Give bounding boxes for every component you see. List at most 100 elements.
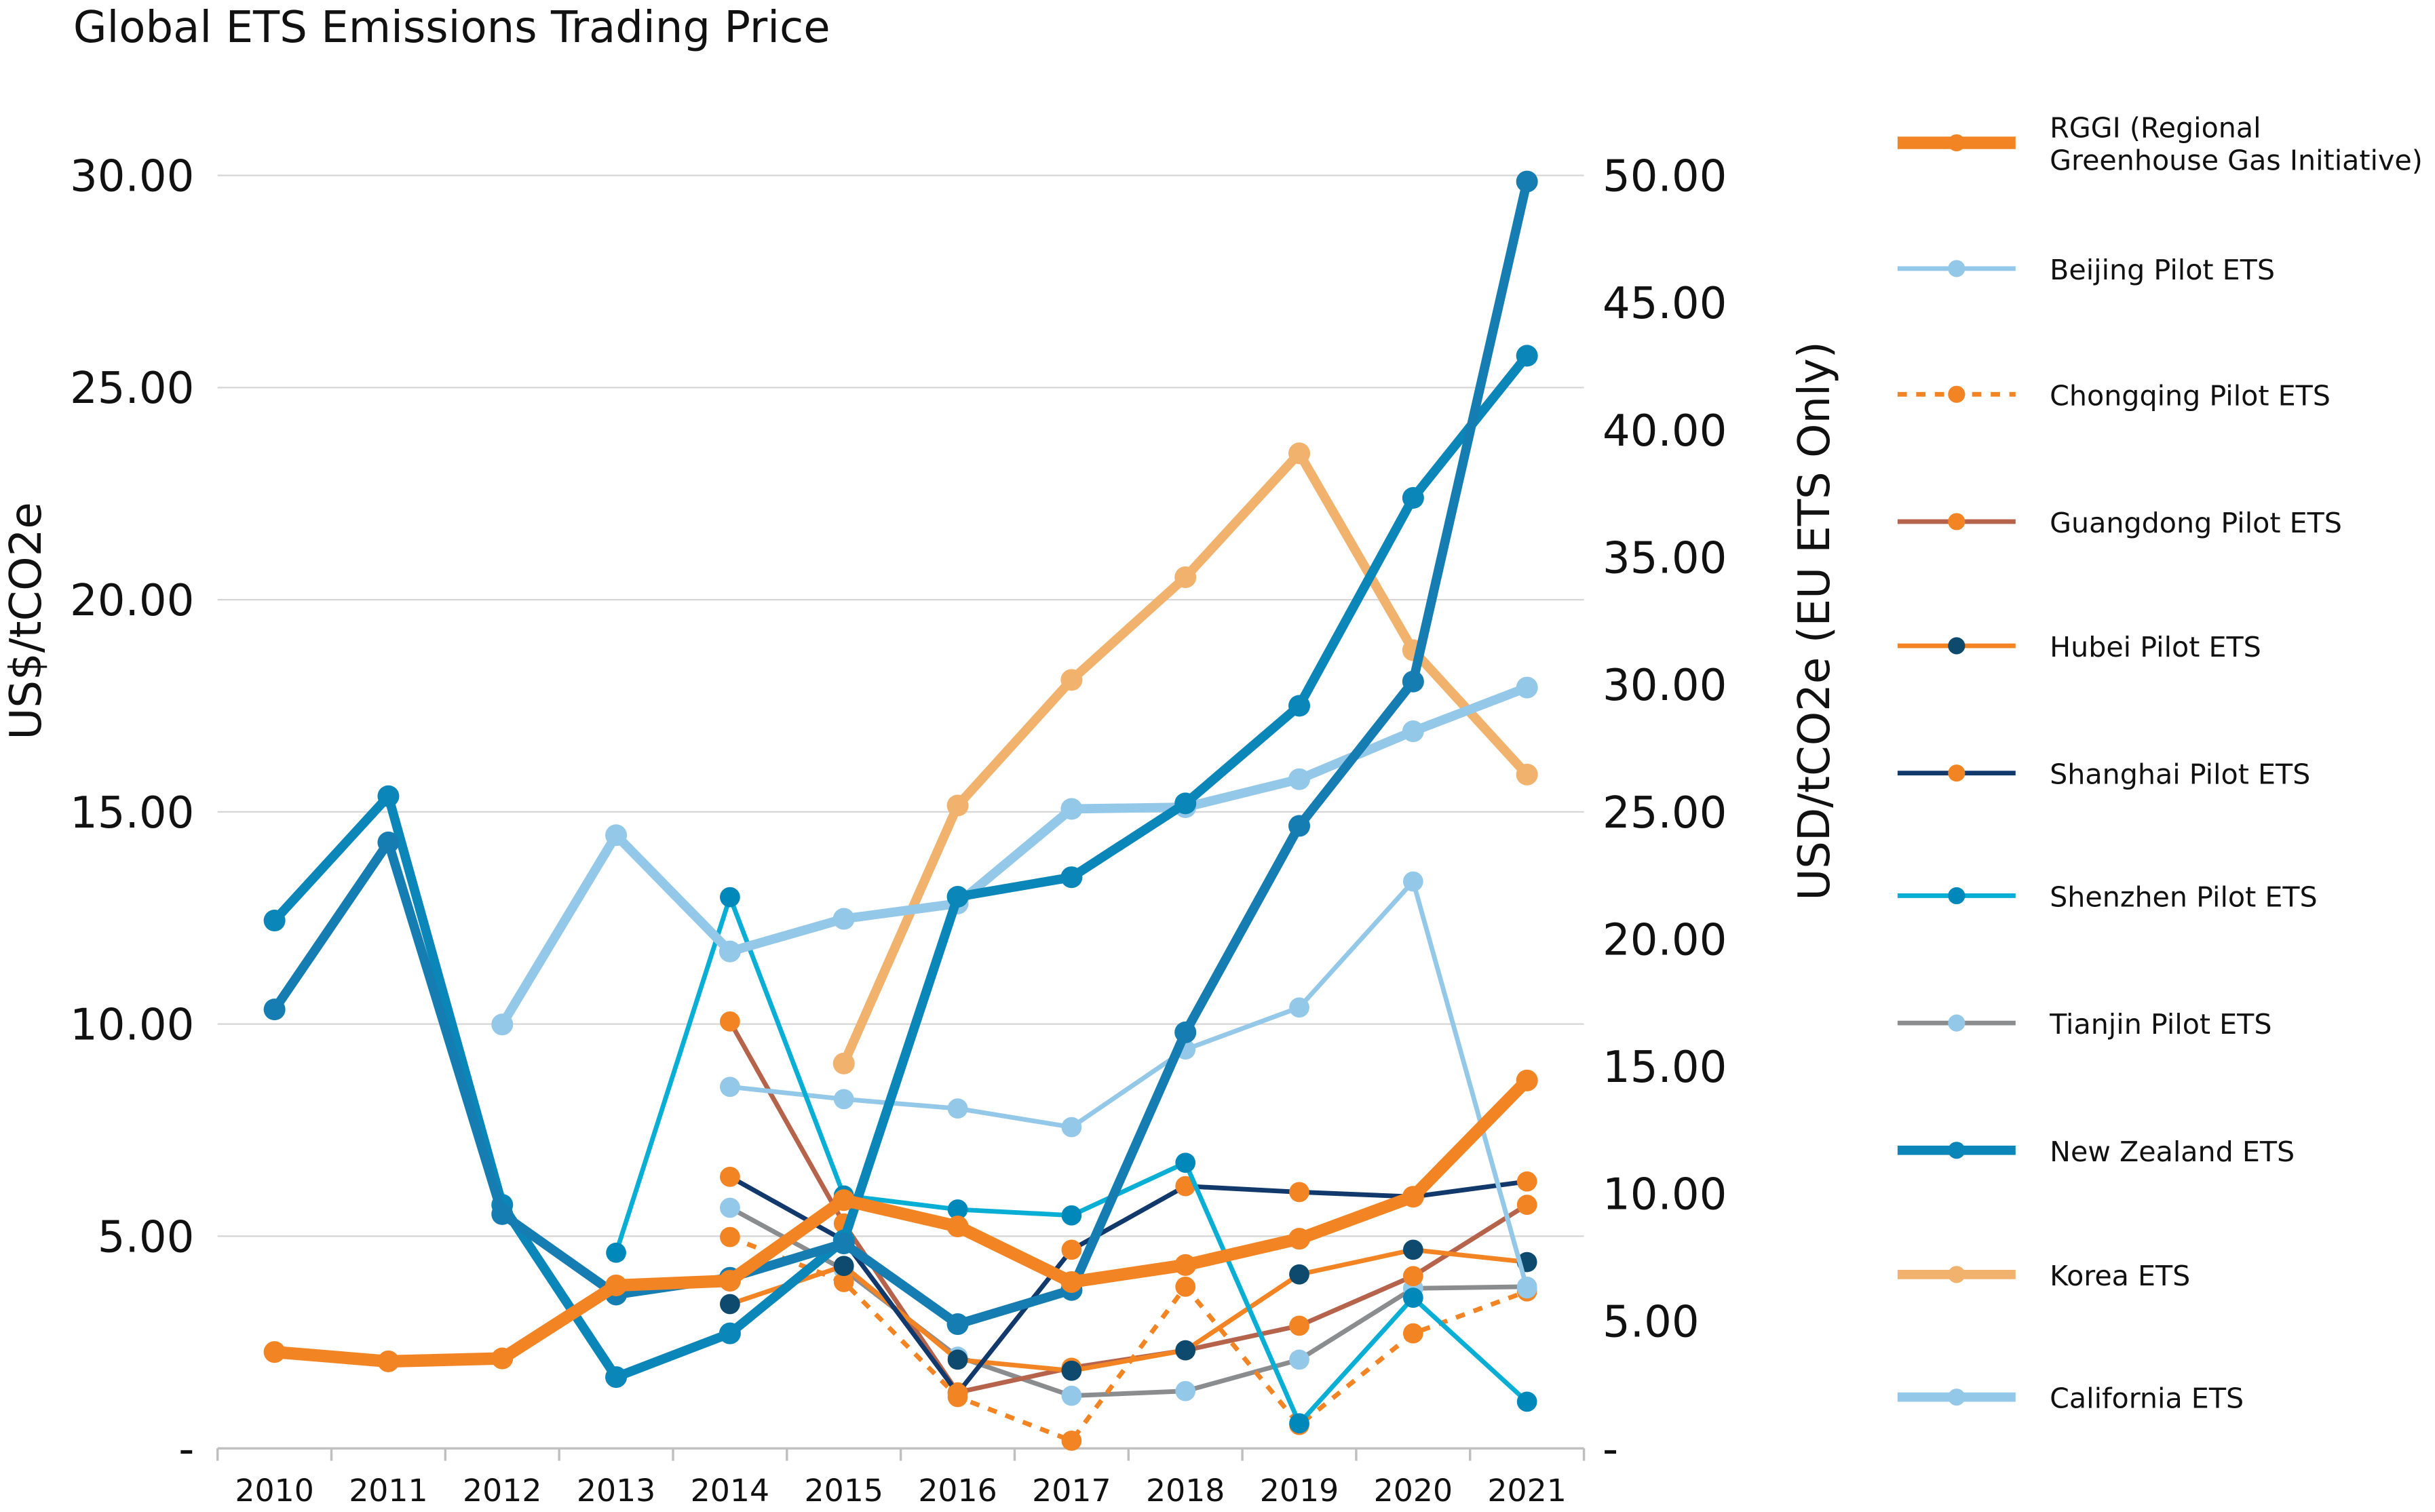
legend-item: Chongqing Pilot ETS xyxy=(1897,379,2331,412)
right-tick-label: 35.00 xyxy=(1603,533,1727,583)
data-point xyxy=(1402,1287,1423,1308)
data-point xyxy=(833,1272,854,1292)
data-point xyxy=(1288,1228,1311,1250)
data-point xyxy=(946,885,969,908)
legend-item: Tianjin Pilot ETS xyxy=(1897,1008,2271,1041)
data-point xyxy=(1061,1385,1082,1406)
legend-label: California ETS xyxy=(2050,1382,2244,1415)
data-point xyxy=(1516,1195,1537,1215)
data-point xyxy=(720,1166,740,1187)
data-point xyxy=(832,1189,855,1211)
left-tick-label: 20.00 xyxy=(70,576,194,626)
left-axis-title: US$/tCO2e xyxy=(1,502,52,739)
left-tick-label: - xyxy=(178,1424,194,1475)
series-line xyxy=(729,1247,1528,1374)
legend-swatch-dot xyxy=(1948,637,1966,655)
legend-swatch-dot xyxy=(1948,764,1966,782)
data-point xyxy=(1402,871,1423,892)
data-point xyxy=(1402,1186,1424,1208)
data-point xyxy=(263,1341,286,1363)
data-point xyxy=(720,1011,740,1032)
data-point xyxy=(263,910,286,932)
data-point xyxy=(718,1270,741,1292)
data-point xyxy=(1402,1323,1423,1344)
series-line xyxy=(729,879,1529,1290)
legend-label: Guangdong Pilot ETS xyxy=(2050,507,2342,539)
chart-title: Global ETS Emissions Trading Price xyxy=(73,3,830,53)
data-point xyxy=(1061,1360,1082,1381)
data-point xyxy=(946,1216,969,1238)
right-tick-label: 30.00 xyxy=(1603,661,1727,711)
data-point xyxy=(720,1077,740,1098)
data-point xyxy=(1516,1171,1537,1192)
left-tick-label: 5.00 xyxy=(98,1212,195,1262)
right-tick-label: 20.00 xyxy=(1603,915,1727,965)
legend-label: New Zealand ETS xyxy=(2050,1136,2295,1168)
series-beijing-pilot-ets xyxy=(720,871,1537,1299)
data-point xyxy=(720,1294,740,1315)
data-point xyxy=(946,794,969,817)
legend-item: Shenzhen Pilot ETS xyxy=(1897,880,2318,913)
legend-swatch-dot xyxy=(1948,1389,1966,1406)
series-new-zealand-ets xyxy=(263,345,1538,1389)
legend-label: Korea ETS xyxy=(2050,1260,2190,1292)
x-tick-label: 2016 xyxy=(918,1473,997,1509)
data-point xyxy=(1516,676,1538,699)
series-line xyxy=(613,895,1529,1426)
series-line xyxy=(729,1174,1528,1396)
data-point xyxy=(832,908,855,930)
legend-label: Shenzhen Pilot ETS xyxy=(2050,880,2318,913)
series-line xyxy=(273,1076,1532,1368)
series-rggi-regional-greenhouse-gas-initiative- xyxy=(263,1069,1538,1372)
series-hubei-pilot-ets xyxy=(720,1239,1537,1381)
data-point xyxy=(1175,1276,1196,1297)
x-axis: 2010 2011 2012 2013 2014 2015 2016 2017 2018 2019… xyxy=(216,1447,1586,1509)
data-point xyxy=(1174,792,1197,815)
right-tick-label: 5.00 xyxy=(1603,1297,1700,1347)
data-point xyxy=(1288,768,1311,790)
data-point xyxy=(1060,798,1083,820)
legend-label: Hubei Pilot ETS xyxy=(2050,631,2261,663)
left-tick-label: 10.00 xyxy=(70,1001,194,1051)
series-california-ets xyxy=(491,676,1538,1036)
data-point xyxy=(1175,1340,1196,1361)
x-tick-label: 2019 xyxy=(1260,1473,1339,1509)
x-tick-label: 2018 xyxy=(1146,1473,1225,1509)
data-point xyxy=(1060,669,1083,691)
legend-label: RGGI (Regional xyxy=(2050,112,2261,144)
data-point xyxy=(606,1242,626,1263)
data-point xyxy=(1516,763,1538,786)
data-point xyxy=(377,1350,400,1372)
data-point xyxy=(947,1349,968,1370)
data-point xyxy=(605,1274,628,1296)
data-point xyxy=(491,1203,514,1225)
legend-swatch-dot xyxy=(1948,887,1966,905)
data-point xyxy=(1060,1271,1083,1293)
data-point xyxy=(1288,442,1311,465)
legend-item: Shanghai Pilot ETS xyxy=(1897,758,2310,791)
data-point xyxy=(1061,1431,1082,1451)
legend-label: Tianjin Pilot ETS xyxy=(2049,1008,2271,1041)
legend-swatch-dot xyxy=(1948,1142,1966,1159)
data-point xyxy=(947,1098,968,1119)
data-point xyxy=(1061,1205,1082,1226)
legend-swatch-dot xyxy=(1948,385,1966,403)
data-point xyxy=(1175,1176,1196,1197)
data-point xyxy=(1516,1278,1537,1299)
legend-item: New Zealand ETS xyxy=(1897,1136,2295,1168)
legend-swatch-dot xyxy=(1948,1014,1966,1032)
right-axis-title: USD/tCO2e (EU ETS Only) xyxy=(1790,341,1840,900)
right-axis-ticks: - 5.00 10.00 15.00 20.00 25.00 30.00 35.00 40.00… xyxy=(1603,151,1727,1475)
series-line xyxy=(729,1235,1528,1443)
series-korea-ets xyxy=(832,442,1538,1074)
data-point xyxy=(1402,1239,1423,1260)
right-tick-label: 40.00 xyxy=(1603,406,1727,457)
data-point xyxy=(720,1197,740,1218)
x-tick-label: 2017 xyxy=(1032,1473,1111,1509)
data-point xyxy=(491,1013,514,1036)
x-tick-label: 2011 xyxy=(349,1473,427,1509)
data-point xyxy=(1289,997,1309,1018)
data-point xyxy=(1175,1152,1196,1174)
data-point xyxy=(1402,486,1424,509)
